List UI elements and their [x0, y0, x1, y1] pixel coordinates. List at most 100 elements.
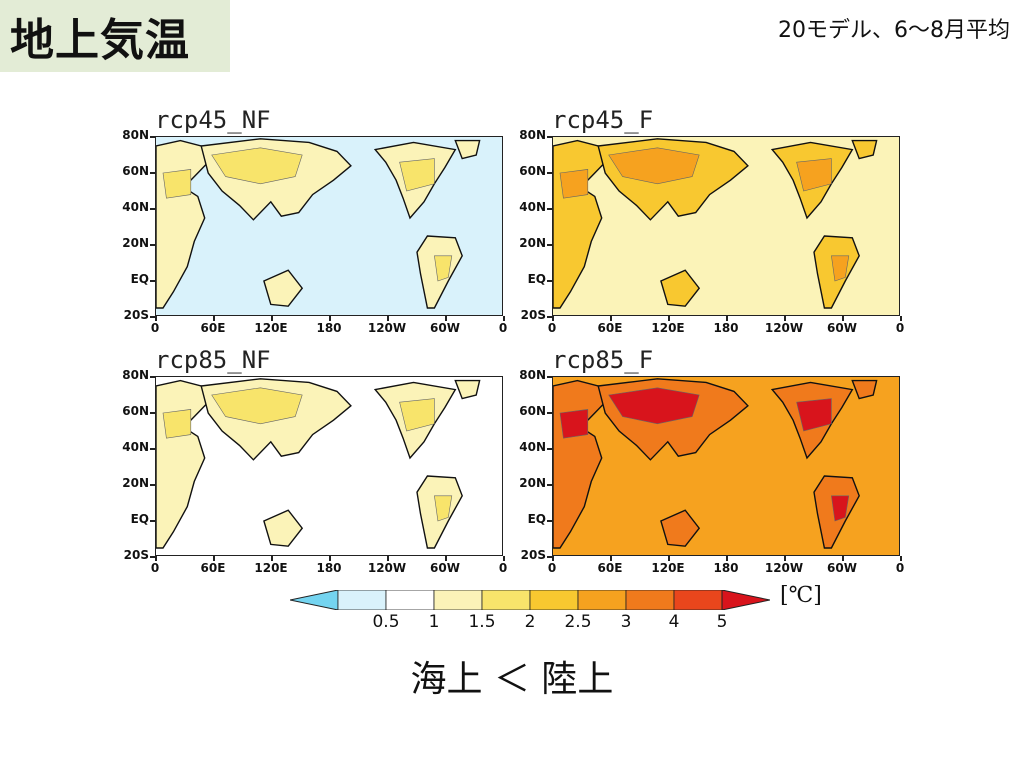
y-tick-mark: [547, 280, 552, 282]
y-tick-label: 80N: [519, 128, 546, 142]
y-tick-mark: [150, 316, 155, 318]
map-panel-rcp45_F: rcp45_F 80N 60N 40N 20N EQ 20S 0 60E 120E 180 120W 6…: [519, 106, 904, 335]
land-greenland: [454, 139, 481, 160]
y-tick-mark: [547, 376, 552, 378]
y-tick-label: 80N: [122, 128, 149, 142]
x-tick-label: 60W: [827, 561, 857, 575]
x-tick-label: 120W: [764, 321, 804, 335]
colorbar-segment: [577, 589, 627, 611]
x-tick-mark: [503, 316, 505, 321]
x-tick-mark: [155, 316, 157, 321]
y-tick-mark: [150, 412, 155, 414]
y-tick-mark: [150, 556, 155, 558]
panel-title: rcp45_NF: [155, 106, 271, 134]
x-tick-mark: [610, 316, 612, 321]
x-tick-label: 120W: [367, 321, 407, 335]
hotspot-namer: [796, 398, 832, 432]
y-tick-mark: [547, 172, 552, 174]
x-tick-label: 180: [713, 561, 739, 575]
hotspot-asia: [211, 387, 303, 425]
y-tick-mark: [150, 376, 155, 378]
colorbar-segment: [625, 589, 675, 611]
y-tick-label: 60N: [519, 404, 546, 418]
hotspot-samer: [831, 255, 850, 282]
x-tick-mark: [445, 316, 447, 321]
y-tick-label: 20S: [123, 308, 149, 322]
x-tick-mark: [387, 556, 389, 561]
panel-title: rcp45_F: [552, 106, 654, 134]
x-tick-mark: [726, 316, 728, 321]
hotspot-namer: [399, 158, 435, 192]
x-tick-mark: [842, 556, 844, 561]
hotspot-africa: [162, 169, 192, 199]
x-tick-mark: [503, 556, 505, 561]
map-area: [155, 136, 503, 316]
y-tick-mark: [547, 316, 552, 318]
land-greenland: [454, 379, 481, 400]
y-tick-label: EQ: [130, 272, 149, 286]
x-tick-mark: [668, 316, 670, 321]
map-svg: [156, 137, 502, 315]
x-tick-label: 0: [150, 321, 160, 335]
colorbar-segment: [673, 589, 723, 611]
hotspot-asia: [608, 387, 700, 425]
y-tick-label: EQ: [527, 512, 546, 526]
x-tick-mark: [900, 556, 902, 561]
x-tick-label: 60W: [430, 561, 460, 575]
map-svg: [553, 377, 899, 555]
x-tick-mark: [329, 316, 331, 321]
colorbar-tick-label: 1.5: [468, 612, 496, 632]
colorbar-tick-label: 0.5: [372, 612, 400, 632]
map-svg: [553, 137, 899, 315]
x-tick-mark: [271, 556, 273, 561]
x-tick-label: 0: [895, 321, 905, 335]
slide-title: 地上気温: [10, 15, 190, 66]
x-tick-label: 0: [498, 561, 508, 575]
y-tick-mark: [547, 208, 552, 210]
land-australia: [263, 269, 304, 307]
y-tick-label: 20N: [519, 476, 546, 490]
slide-subtitle: 20モデル、6〜8月平均: [778, 18, 1010, 43]
x-tick-label: 0: [547, 561, 557, 575]
x-tick-mark: [213, 556, 215, 561]
land-greenland: [851, 139, 878, 160]
hotspot-asia: [608, 147, 700, 185]
x-tick-mark: [155, 556, 157, 561]
y-tick-mark: [547, 448, 552, 450]
x-tick-mark: [784, 556, 786, 561]
hotspot-namer: [796, 158, 832, 192]
y-tick-mark: [150, 448, 155, 450]
y-tick-mark: [547, 520, 552, 522]
y-tick-label: 80N: [122, 368, 149, 382]
x-tick-mark: [610, 556, 612, 561]
y-tick-mark: [150, 280, 155, 282]
colorbar-tick-label: 1: [428, 612, 440, 632]
colorbar-segment: [385, 589, 435, 611]
map-area: [155, 376, 503, 556]
y-tick-mark: [547, 484, 552, 486]
map-svg: [156, 377, 502, 555]
x-tick-mark: [726, 556, 728, 561]
x-tick-label: 0: [150, 561, 160, 575]
land-australia: [660, 509, 701, 547]
x-tick-mark: [213, 316, 215, 321]
x-tick-label: 60W: [827, 321, 857, 335]
x-tick-label: 120E: [254, 321, 288, 335]
x-tick-label: 60E: [597, 321, 623, 335]
map-panel-rcp45_NF: rcp45_NF 80N 60N 40N 20N EQ 20S 0 60E 120E 180 120W…: [122, 106, 507, 335]
hotspot-samer: [434, 495, 453, 522]
y-tick-mark: [150, 172, 155, 174]
x-tick-mark: [329, 556, 331, 561]
x-tick-label: 120E: [651, 321, 685, 335]
y-tick-label: 20S: [520, 548, 546, 562]
colorbar-tick-label: 5: [716, 612, 728, 632]
hotspot-africa: [559, 409, 589, 439]
y-tick-label: 40N: [519, 200, 546, 214]
colorbar-unit: [℃]: [780, 583, 822, 608]
colorbar-tick-label: 2: [524, 612, 536, 632]
x-tick-label: 0: [895, 561, 905, 575]
colorbar: 0.5 1 1.5 2 2.5 3 4 5: [289, 589, 771, 632]
x-tick-label: 60W: [430, 321, 460, 335]
y-tick-label: EQ: [130, 512, 149, 526]
colorbar-segment: [433, 589, 483, 611]
